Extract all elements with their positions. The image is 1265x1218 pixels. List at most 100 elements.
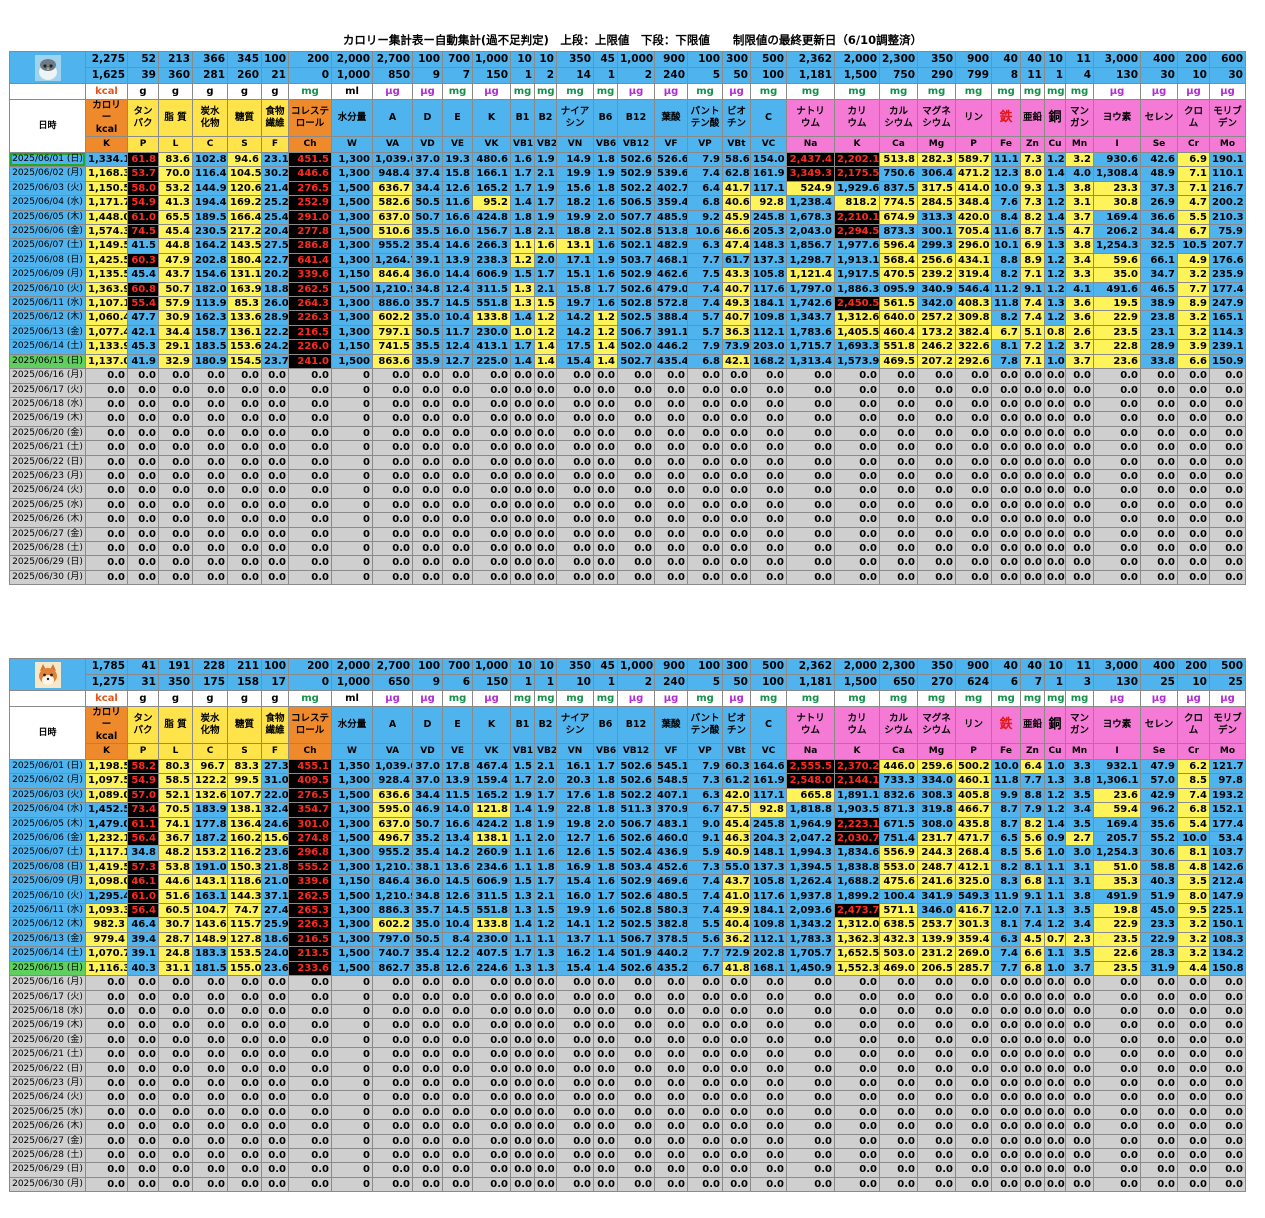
value-cell[interactable]: 0.0 — [955, 411, 992, 427]
value-cell[interactable]: 0.0 — [227, 569, 262, 586]
value-cell[interactable]: 189.5 — [192, 209, 228, 226]
value-cell[interactable]: 0.0 — [654, 975, 688, 991]
value-cell[interactable]: 0.0 — [442, 1147, 473, 1164]
value-cell[interactable]: 0.0 — [617, 1176, 655, 1193]
value-cell[interactable]: 0.0 — [1140, 1061, 1178, 1077]
value-cell[interactable]: 2.1 — [534, 224, 557, 240]
value-cell[interactable]: 0.0 — [1209, 1119, 1246, 1135]
value-cell[interactable]: 24.6 — [261, 816, 289, 833]
value-cell[interactable]: 28.9 — [261, 310, 289, 326]
value-cell[interactable]: 0.0 — [510, 555, 535, 571]
value-cell[interactable]: 6.8 — [1177, 802, 1210, 818]
date-cell[interactable]: 2025/06/25 (水) — [9, 497, 86, 514]
value-cell[interactable]: 7.3 — [687, 773, 723, 789]
value-cell[interactable]: 12.7 — [556, 831, 594, 847]
value-cell[interactable]: 0.0 — [1209, 512, 1246, 528]
value-cell[interactable]: 55.2 — [1140, 831, 1178, 847]
value-cell[interactable]: 1,452.5 — [85, 802, 128, 818]
value-cell[interactable]: 0.0 — [372, 483, 413, 499]
value-cell[interactable]: 6.4 — [1020, 758, 1045, 775]
value-cell[interactable]: 0.0 — [1093, 1176, 1141, 1193]
value-cell[interactable]: 1.2 — [1044, 339, 1066, 355]
value-cell[interactable]: 30.8 — [1093, 195, 1141, 211]
value-cell[interactable]: 0.0 — [617, 411, 655, 427]
value-cell[interactable]: 0.0 — [127, 468, 159, 485]
value-cell[interactable]: 0.0 — [372, 540, 413, 557]
value-cell[interactable]: 0.0 — [955, 1162, 992, 1178]
value-cell[interactable]: 0.0 — [991, 569, 1021, 586]
value-cell[interactable]: 27.3 — [261, 758, 289, 775]
value-cell[interactable]: 0.0 — [1140, 975, 1178, 991]
value-cell[interactable]: 58.2 — [127, 758, 159, 775]
value-cell[interactable]: 0.0 — [879, 411, 918, 427]
value-cell[interactable]: 1.8 — [510, 209, 535, 226]
value-cell[interactable]: 31.9 — [1140, 960, 1178, 977]
value-cell[interactable]: 0.0 — [654, 497, 688, 514]
value-cell[interactable]: 37.4 — [412, 166, 443, 182]
value-cell[interactable]: 3.1 — [1065, 874, 1094, 890]
value-cell[interactable]: 1,300 — [331, 903, 373, 919]
value-cell[interactable]: 0.0 — [1044, 454, 1066, 470]
value-cell[interactable]: 382.8 — [654, 917, 688, 933]
value-cell[interactable]: 0.0 — [442, 1133, 473, 1149]
value-cell[interactable]: 311.5 — [472, 888, 511, 905]
value-cell[interactable]: 53.7 — [127, 166, 159, 182]
value-cell[interactable]: 42.6 — [1140, 151, 1178, 168]
value-cell[interactable]: 276.5 — [288, 787, 332, 804]
value-cell[interactable]: 0.0 — [510, 1032, 535, 1049]
value-cell[interactable]: 568.4 — [879, 252, 918, 269]
value-cell[interactable]: 0 — [331, 1003, 373, 1020]
value-cell[interactable]: 467.4 — [472, 758, 511, 775]
value-cell[interactable]: 0.0 — [534, 1119, 557, 1135]
value-cell[interactable]: 0.0 — [85, 1119, 128, 1135]
value-cell[interactable]: 0.0 — [1177, 497, 1210, 514]
value-cell[interactable]: 482.9 — [654, 238, 688, 254]
value-cell[interactable]: 0.0 — [722, 1133, 751, 1149]
value-cell[interactable]: 29.1 — [158, 339, 193, 355]
value-cell[interactable]: 0.0 — [722, 454, 751, 470]
value-cell[interactable]: 0.0 — [192, 1133, 228, 1149]
value-cell[interactable]: 0.0 — [412, 569, 443, 586]
value-cell[interactable]: 0.0 — [412, 1047, 443, 1063]
value-cell[interactable]: 0.0 — [1177, 1032, 1210, 1049]
value-cell[interactable]: 19.5 — [1093, 296, 1141, 312]
value-cell[interactable]: 0.0 — [227, 555, 262, 571]
value-cell[interactable]: 6.7 — [687, 802, 723, 818]
value-cell[interactable]: 0.0 — [1177, 1075, 1210, 1092]
value-cell[interactable]: 168.1 — [750, 960, 787, 977]
value-cell[interactable]: 216.5 — [288, 931, 332, 948]
value-cell[interactable]: 0.0 — [1177, 483, 1210, 499]
value-cell[interactable]: 0.0 — [472, 483, 511, 499]
value-cell[interactable]: 0.0 — [617, 368, 655, 384]
value-cell[interactable]: 0.0 — [1140, 989, 1178, 1005]
value-cell[interactable]: 0.0 — [127, 1176, 159, 1193]
value-cell[interactable]: 0.0 — [510, 526, 535, 542]
value-cell[interactable]: 36.0 — [412, 267, 443, 283]
value-cell[interactable]: 2,223.1 — [834, 816, 880, 833]
value-cell[interactable]: 0.0 — [261, 1104, 289, 1121]
date-cell[interactable]: 2025/06/22 (日) — [9, 454, 86, 470]
value-cell[interactable]: 0.0 — [288, 975, 332, 991]
value-cell[interactable]: 23.7 — [261, 353, 289, 370]
date-cell[interactable]: 2025/06/15 (日) — [9, 353, 86, 370]
date-cell[interactable]: 2025/06/09 (月) — [9, 267, 86, 283]
value-cell[interactable]: 2,370.2 — [834, 758, 880, 775]
value-cell[interactable]: 7.4 — [687, 888, 723, 905]
value-cell[interactable]: 41.9 — [127, 353, 159, 370]
value-cell[interactable]: 1.9 — [593, 252, 618, 269]
value-cell[interactable]: 0.0 — [534, 1032, 557, 1049]
value-cell[interactable]: 0.0 — [158, 468, 193, 485]
value-cell[interactable]: 1,363.9 — [85, 281, 128, 298]
value-cell[interactable]: 0.0 — [1177, 1133, 1210, 1149]
value-cell[interactable]: 37.3 — [1140, 180, 1178, 197]
value-cell[interactable]: 1,500 — [331, 831, 373, 847]
value-cell[interactable]: 2,437.4 — [786, 151, 835, 168]
value-cell[interactable]: 114.3 — [1209, 324, 1246, 341]
value-cell[interactable]: 3.5 — [1065, 946, 1094, 962]
value-cell[interactable]: 0.0 — [879, 989, 918, 1005]
value-cell[interactable]: 0.0 — [1177, 1047, 1210, 1063]
value-cell[interactable]: 61.0 — [127, 209, 159, 226]
value-cell[interactable]: 0.0 — [442, 1090, 473, 1106]
value-cell[interactable]: 0.0 — [750, 1047, 787, 1063]
value-cell[interactable]: 0.0 — [372, 396, 413, 413]
